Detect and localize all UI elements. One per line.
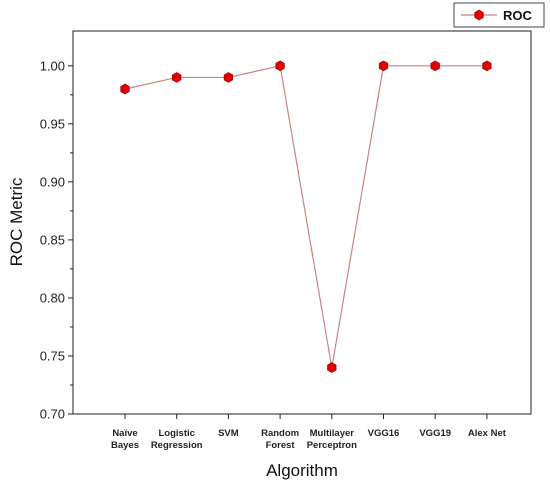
y-tick-label: 1.00 [40, 58, 65, 73]
x-tick-label: SVM [218, 428, 239, 439]
data-point-marker [378, 60, 389, 72]
x-tick-label: Random [261, 428, 299, 439]
y-tick-label: 0.70 [40, 407, 65, 422]
y-axis-title: ROC Metric [7, 177, 26, 266]
y-tick-label: 0.90 [40, 174, 65, 189]
data-point-marker [430, 60, 440, 72]
y-tick-label: 0.80 [40, 290, 65, 305]
y-tick-label: 0.95 [40, 116, 65, 131]
legend: ROC [453, 2, 545, 28]
y-tick-label: 0.85 [40, 232, 65, 247]
x-tick-label: Perceptron [307, 440, 357, 451]
series-layer [120, 60, 492, 373]
data-point-marker [327, 362, 337, 373]
y-tick-label: 0.75 [40, 348, 65, 363]
series-line-roc [124, 65, 487, 368]
x-tick-label: Regression [151, 440, 203, 451]
data-point-marker [275, 60, 285, 72]
plot-frame [72, 30, 532, 415]
x-tick-label: Logistic [158, 428, 194, 439]
x-tick-label: VGG19 [419, 428, 451, 439]
data-point-marker [172, 72, 182, 83]
x-tick-label: VGG16 [368, 428, 400, 439]
x-tick-label: Naïve [112, 428, 137, 439]
x-tick-label: Alex Net [468, 428, 507, 439]
data-point-marker [482, 60, 492, 72]
y-axis-ticks: 0.70 0.75 0.80 0.85 0.90 0.95 1.00 [40, 58, 73, 422]
x-axis-title: Algorithm [266, 461, 338, 480]
legend-label: ROC [503, 8, 533, 23]
data-point-marker [120, 83, 130, 95]
data-point-marker [223, 72, 234, 83]
x-tick-label: Forest [266, 440, 296, 451]
x-tick-label: Multilayer [310, 428, 355, 439]
x-tick-label: Bayes [111, 440, 139, 451]
legend-marker-hexagon [474, 9, 484, 21]
